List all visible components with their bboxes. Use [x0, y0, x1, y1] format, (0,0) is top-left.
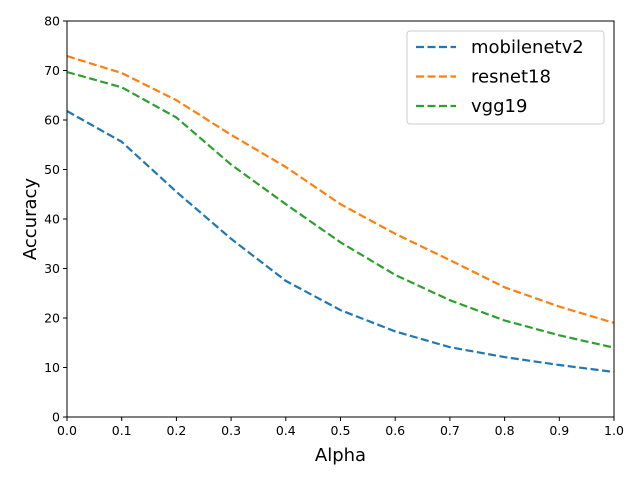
x-tick-label: 0.0 [57, 423, 77, 438]
y-tick-label: 40 [44, 212, 60, 227]
x-tick-label: 0.1 [112, 423, 132, 438]
series-line-resnet18 [66, 55, 615, 324]
legend: mobilenetv2 resnet18 vgg19 [406, 30, 605, 125]
x-tick-label: 0.5 [331, 423, 351, 438]
x-axis-label: Alpha [315, 445, 366, 466]
y-tick-label: 10 [44, 360, 60, 375]
series-line-mobilenetv2 [66, 110, 615, 374]
x-tick-label: 0.7 [440, 423, 460, 438]
legend-box [406, 30, 605, 125]
y-tick-label: 20 [44, 311, 60, 326]
x-tick-label: 0.9 [549, 423, 569, 438]
y-tick-label: 80 [44, 14, 60, 29]
legend-label-mobilenetv2: mobilenetv2 [471, 37, 584, 58]
legend-label-resnet18: resnet18 [471, 67, 551, 88]
x-tick-label: 0.6 [385, 423, 405, 438]
x-tick-label: 1.0 [604, 423, 624, 438]
y-axis-label: Accuracy [20, 178, 41, 261]
x-tick-label: 0.3 [221, 423, 241, 438]
plot-lines [66, 55, 615, 374]
x-tick-label: 0.4 [276, 423, 296, 438]
y-tick-label: 50 [44, 162, 60, 177]
x-axis: 0.0 0.1 0.2 0.3 0.4 0.5 0.6 0.7 0.8 0.9 1.0 [57, 417, 624, 438]
legend-label-vgg19: vgg19 [471, 96, 527, 117]
y-tick-label: 60 [44, 113, 60, 128]
x-tick-label: 0.2 [166, 423, 186, 438]
series-line-vgg19 [66, 70, 615, 349]
y-tick-label: 30 [44, 261, 60, 276]
y-tick-label: 70 [44, 63, 60, 78]
y-axis: 0 10 20 30 40 50 60 70 80 [44, 14, 67, 425]
y-tick-label: 0 [52, 410, 60, 425]
x-tick-label: 0.8 [495, 423, 515, 438]
